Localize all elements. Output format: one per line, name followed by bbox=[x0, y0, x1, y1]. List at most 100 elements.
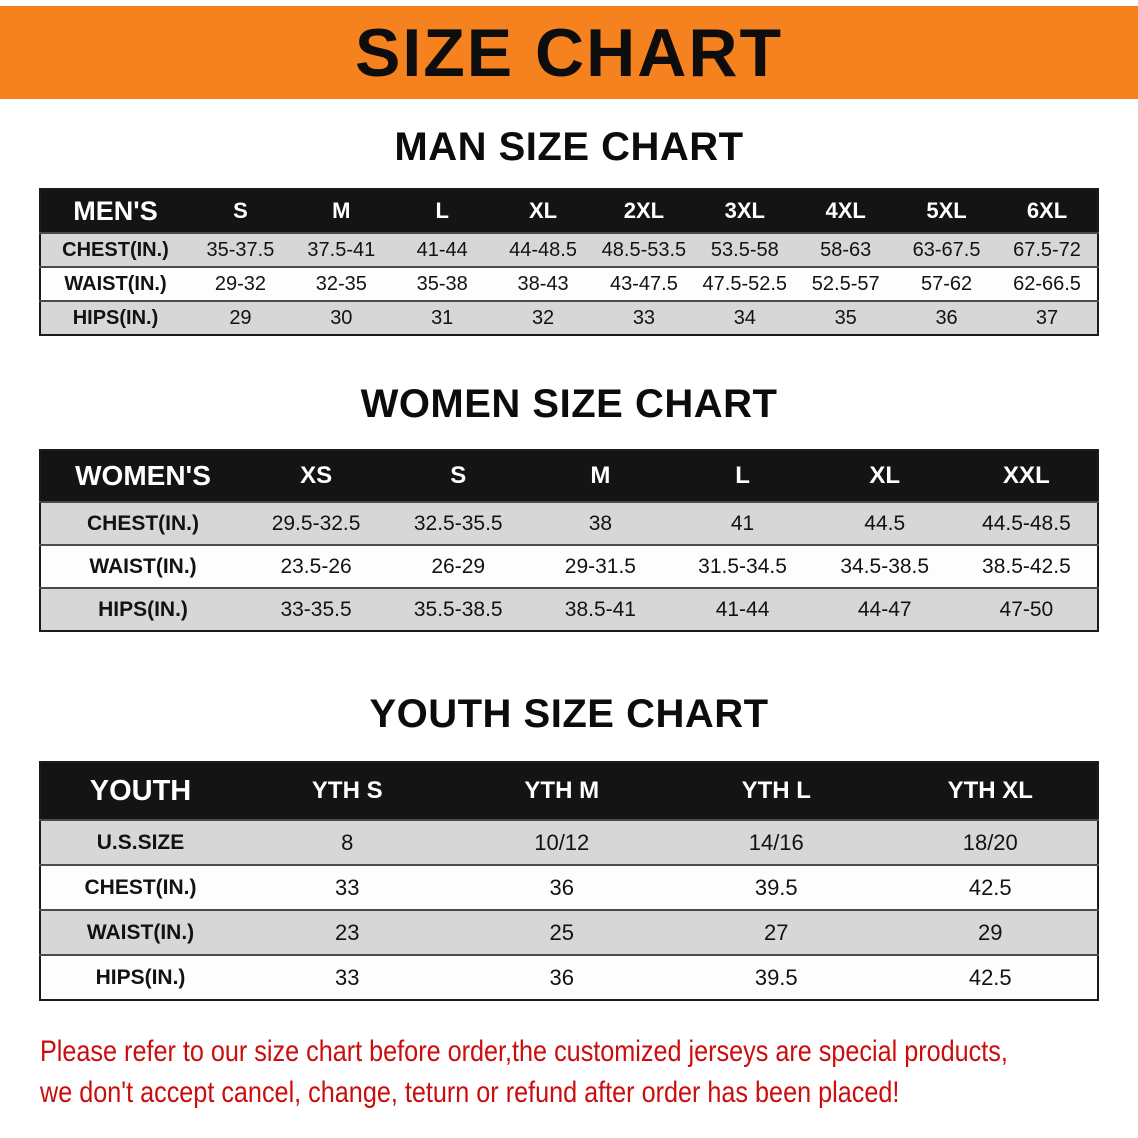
row-label-cell: WAIST(IN.) bbox=[64, 272, 167, 295]
size-header-cell: 2XL bbox=[623, 198, 665, 223]
size-chart-page: SIZE CHART MAN SIZE CHART MEN'S S M L XL 2XL 3… bbox=[0, 6, 1138, 1113]
youth-size-table: YOUTH YTH S YTH M YTH L YTH XL U.S.SIZE 8 10/12… bbox=[39, 761, 1099, 1001]
value-cell: 10/12 bbox=[534, 829, 590, 855]
value-cell: 42.5 bbox=[968, 874, 1012, 900]
value-cell: 35-38 bbox=[416, 272, 468, 295]
value-cell: 39.5 bbox=[754, 874, 798, 900]
table-header-row: WOMEN'S XS S M L XL XXL bbox=[40, 450, 1098, 502]
value-cell: 41 bbox=[730, 511, 755, 535]
value-cell: 44-47 bbox=[857, 597, 912, 621]
value-cell: 14/16 bbox=[748, 829, 804, 855]
banner: SIZE CHART bbox=[0, 6, 1138, 99]
row-label-cell: HIPS(IN.) bbox=[95, 965, 186, 989]
value-cell: 23.5-26 bbox=[280, 554, 352, 578]
size-header-cell: YTH XL bbox=[947, 777, 1033, 804]
value-cell: 38.5-41 bbox=[564, 597, 636, 621]
value-cell: 41-44 bbox=[715, 597, 770, 621]
value-cell: 42.5 bbox=[968, 964, 1012, 990]
table-header-row: MEN'S S M L XL 2XL 3XL 4XL 5XL 6XL bbox=[40, 189, 1098, 233]
row-label-cell: WAIST(IN.) bbox=[89, 554, 197, 578]
women-section: WOMEN SIZE CHART WOMEN'S XS S M L XL XXL CHEST(… bbox=[0, 382, 1138, 632]
value-cell: 38-43 bbox=[517, 272, 569, 295]
size-header-cell: 3XL bbox=[724, 198, 765, 223]
value-cell: 58-63 bbox=[820, 238, 872, 261]
value-cell: 18/20 bbox=[962, 829, 1018, 855]
table-title-cell: MEN'S bbox=[73, 195, 158, 226]
value-cell: 47-50 bbox=[999, 597, 1054, 621]
table-row: CHEST(IN.) 33 36 39.5 42.5 bbox=[40, 865, 1098, 910]
table-row: WAIST(IN.) 23.5-26 26-29 29-31.5 31.5-34.5 34… bbox=[40, 545, 1098, 588]
value-cell: 36 bbox=[549, 874, 574, 900]
value-cell: 23 bbox=[335, 919, 360, 945]
youth-heading: YOUTH SIZE CHART bbox=[369, 692, 769, 736]
value-cell: 37 bbox=[1035, 306, 1059, 329]
size-header-cell: YTH L bbox=[741, 777, 811, 804]
women-size-table: WOMEN'S XS S M L XL XXL CHEST(IN.) 29.5-32.5 32.5… bbox=[39, 449, 1099, 632]
table-row: HIPS(IN.) 33-35.5 35.5-38.5 38.5-41 41-44 44-… bbox=[40, 588, 1098, 631]
value-cell: 34 bbox=[733, 306, 756, 329]
value-cell: 25 bbox=[549, 919, 574, 945]
value-cell: 8 bbox=[341, 829, 354, 855]
row-label-cell: CHEST(IN.) bbox=[62, 238, 169, 261]
value-cell: 41-44 bbox=[416, 238, 468, 261]
table-title-cell: WOMEN'S bbox=[75, 460, 211, 491]
footer-line-1: Please refer to our size chart before or… bbox=[40, 1035, 1008, 1068]
footer-note: Please refer to our size chart before or… bbox=[40, 1031, 1138, 1113]
men-size-table: MEN'S S M L XL 2XL 3XL 4XL 5XL 6XL CHEST(IN.) 35-37… bbox=[39, 188, 1099, 336]
size-header-cell: L bbox=[735, 462, 750, 489]
table-row: WAIST(IN.) 23 25 27 29 bbox=[40, 910, 1098, 955]
value-cell: 27 bbox=[764, 919, 789, 945]
page-title: SIZE CHART bbox=[355, 14, 783, 91]
size-header-cell: M bbox=[590, 462, 611, 489]
value-cell: 36 bbox=[935, 306, 958, 329]
row-label-cell: U.S.SIZE bbox=[96, 830, 185, 854]
footer-line-2: we don't accept cancel, change, teturn o… bbox=[40, 1076, 900, 1109]
value-cell: 43-47.5 bbox=[610, 272, 678, 295]
size-header-cell: S bbox=[450, 462, 467, 489]
row-label-cell: HIPS(IN.) bbox=[98, 597, 188, 621]
value-cell: 36 bbox=[549, 964, 574, 990]
value-cell: 29-31.5 bbox=[564, 554, 636, 578]
men-section: MAN SIZE CHART MEN'S S M L XL 2XL 3XL 4XL 5XL 6XL… bbox=[0, 125, 1138, 336]
value-cell: 29 bbox=[229, 306, 252, 329]
size-header-cell: 5XL bbox=[926, 198, 967, 223]
value-cell: 33 bbox=[335, 964, 360, 990]
women-heading: WOMEN SIZE CHART bbox=[360, 382, 778, 426]
value-cell: 44.5 bbox=[864, 511, 906, 535]
men-heading: MAN SIZE CHART bbox=[394, 125, 744, 169]
value-cell: 35-37.5 bbox=[206, 238, 275, 261]
value-cell: 39.5 bbox=[754, 964, 798, 990]
size-header-cell: XS bbox=[300, 462, 333, 489]
table-title-cell: YOUTH bbox=[89, 774, 192, 807]
value-cell: 44.5-48.5 bbox=[982, 511, 1071, 535]
value-cell: 30 bbox=[330, 306, 353, 329]
value-cell: 52.5-57 bbox=[811, 272, 880, 295]
value-cell: 29-32 bbox=[214, 272, 267, 295]
table-row: HIPS(IN.) 29 30 31 32 33 34 35 36 37 bbox=[40, 301, 1098, 335]
value-cell: 31 bbox=[431, 306, 454, 329]
value-cell: 57-62 bbox=[920, 272, 973, 295]
value-cell: 44-48.5 bbox=[509, 238, 577, 261]
row-label-cell: HIPS(IN.) bbox=[72, 306, 159, 329]
value-cell: 53.5-58 bbox=[710, 238, 779, 261]
row-label-cell: WAIST(IN.) bbox=[86, 920, 195, 944]
value-cell: 32-35 bbox=[315, 272, 367, 295]
value-cell: 33 bbox=[335, 874, 360, 900]
size-header-cell: L bbox=[435, 198, 449, 223]
size-header-cell: YTH M bbox=[524, 777, 600, 804]
size-header-cell: S bbox=[233, 198, 248, 223]
size-header-cell: 6XL bbox=[1026, 198, 1068, 223]
value-cell: 29.5-32.5 bbox=[271, 511, 361, 535]
value-cell: 47.5-52.5 bbox=[702, 272, 788, 295]
value-cell: 33 bbox=[632, 306, 656, 329]
value-cell: 35.5-38.5 bbox=[413, 597, 503, 621]
table-row: CHEST(IN.) 35-37.5 37.5-41 41-44 44-48.5 48.5… bbox=[40, 233, 1098, 267]
value-cell: 63-67.5 bbox=[912, 238, 981, 261]
value-cell: 62-66.5 bbox=[1013, 272, 1081, 295]
value-cell: 48.5-53.5 bbox=[601, 238, 687, 261]
size-header-cell: XXL bbox=[1003, 462, 1050, 489]
table-row: U.S.SIZE 8 10/12 14/16 18/20 bbox=[40, 820, 1098, 865]
youth-section: YOUTH SIZE CHART YOUTH YTH S YTH M YTH L YTH… bbox=[0, 692, 1138, 1001]
size-header-cell: XL bbox=[529, 198, 558, 223]
row-label-cell: CHEST(IN.) bbox=[87, 511, 199, 535]
